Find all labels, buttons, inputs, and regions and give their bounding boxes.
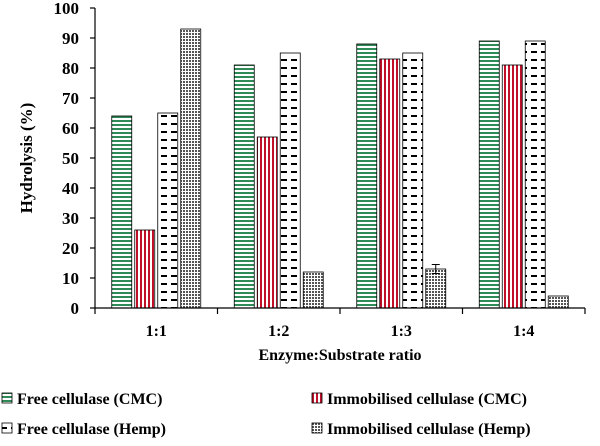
bar-free-cellulase-hemp-1-3 [402, 52, 424, 309]
y-tick-label: 70 [62, 89, 79, 108]
legend: Free cellulase (CMC) Immobilised cellulas… [1, 391, 531, 438]
x-axis-label: Enzyme:Substrate ratio [258, 347, 421, 364]
bar-immobilised-cellulase-hemp-1-3 [425, 268, 447, 309]
bar-free-cellulase-hemp-1-2 [279, 52, 301, 309]
bar-immobilised-cellulase-cmc-1-3 [379, 58, 401, 309]
bar-free-cellulase-cmc-1-2 [233, 64, 255, 309]
legend-label: Free cellulase (Hemp) [17, 421, 166, 438]
legend-swatch [1, 422, 13, 434]
legend-label: Immobilised cellulase (CMC) [327, 391, 527, 408]
y-tick-label: 90 [62, 29, 79, 48]
y-tick-label: 40 [62, 179, 79, 198]
y-tick-label: 30 [62, 209, 79, 228]
x-ticks: 1:1 1:2 1:3 1:4 [94, 308, 586, 340]
y-tick-label: 80 [62, 59, 79, 78]
bar-free-cellulase-hemp-1-1 [157, 112, 179, 309]
bar-immobilised-cellulase-hemp-1-1 [180, 28, 202, 309]
bar-immobilised-cellulase-hemp-1-4 [547, 295, 569, 309]
y-axis-label: Hydrolysis (%) [17, 103, 36, 214]
y-tick-label: 100 [54, 0, 80, 18]
y-tick-label: 10 [62, 269, 79, 288]
bar-free-cellulase-hemp-1-4 [524, 40, 546, 309]
y-tick-label: 0 [71, 299, 80, 318]
y-tick-label: 20 [62, 239, 79, 258]
legend-label: Immobilised cellulase (Hemp) [327, 421, 531, 438]
bar-immobilised-cellulase-cmc-1-4 [501, 64, 523, 309]
bar-free-cellulase-cmc-1-1 [111, 115, 133, 309]
legend-swatch [1, 392, 13, 404]
legend-swatch [311, 392, 323, 404]
bar-immobilised-cellulase-hemp-1-2 [302, 271, 324, 309]
legend-label: Free cellulase (CMC) [17, 391, 162, 408]
bar-free-cellulase-cmc-1-4 [478, 40, 500, 309]
bars-layer [111, 28, 569, 309]
y-tick-label: 60 [62, 119, 79, 138]
bar-immobilised-cellulase-cmc-1-2 [256, 136, 278, 309]
x-tick-label: 1:1 [146, 323, 167, 340]
bar-immobilised-cellulase-cmc-1-1 [134, 229, 156, 309]
y-tick-label: 50 [62, 149, 79, 168]
x-tick-label: 1:2 [268, 323, 289, 340]
x-tick-label: 1:3 [391, 323, 412, 340]
bar-free-cellulase-cmc-1-3 [356, 43, 378, 309]
legend-swatch [311, 422, 323, 434]
y-ticks: 0 10 20 30 40 50 60 70 80 90 100 [54, 0, 95, 318]
x-tick-label: 1:4 [513, 323, 534, 340]
